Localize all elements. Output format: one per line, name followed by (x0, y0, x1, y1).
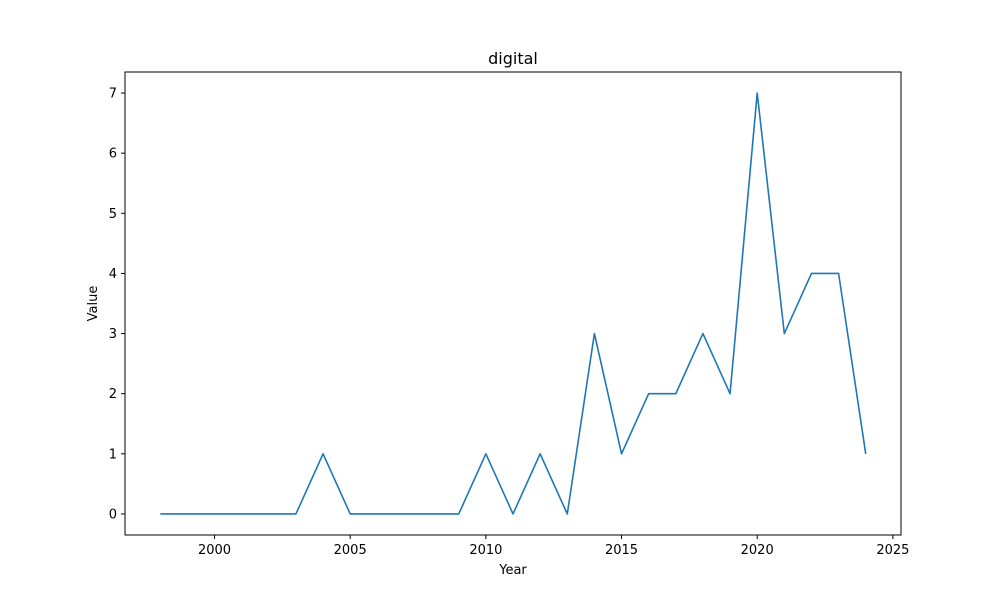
x-tick-label: 2005 (334, 543, 367, 558)
y-tick-label: 0 (109, 507, 117, 522)
y-tick-label: 5 (109, 207, 117, 222)
x-axis-label: Year (498, 563, 527, 578)
x-tick-label: 2025 (876, 543, 909, 558)
plot-frame (124, 71, 902, 536)
series-line (160, 92, 867, 515)
x-axis-ticks: 2000 2005 2010 2015 2020 2025 (198, 535, 909, 558)
plot-area (125, 72, 901, 535)
chart-title: digital (488, 49, 538, 68)
y-axis-ticks: 0 1 2 3 4 5 6 7 (109, 87, 125, 522)
y-tick-label: 7 (109, 87, 117, 102)
y-tick-label: 3 (109, 327, 117, 342)
y-tick-label: 6 (109, 147, 117, 162)
y-tick-label: 2 (109, 387, 117, 402)
x-tick-label: 2000 (198, 543, 231, 558)
x-tick-label: 2015 (605, 543, 638, 558)
x-tick-label: 2020 (741, 543, 774, 558)
y-tick-label: 4 (109, 267, 117, 282)
y-axis-label: Value (86, 286, 101, 322)
x-tick-label: 2010 (469, 543, 502, 558)
series-layer (160, 92, 867, 515)
y-tick-label: 1 (109, 447, 117, 462)
